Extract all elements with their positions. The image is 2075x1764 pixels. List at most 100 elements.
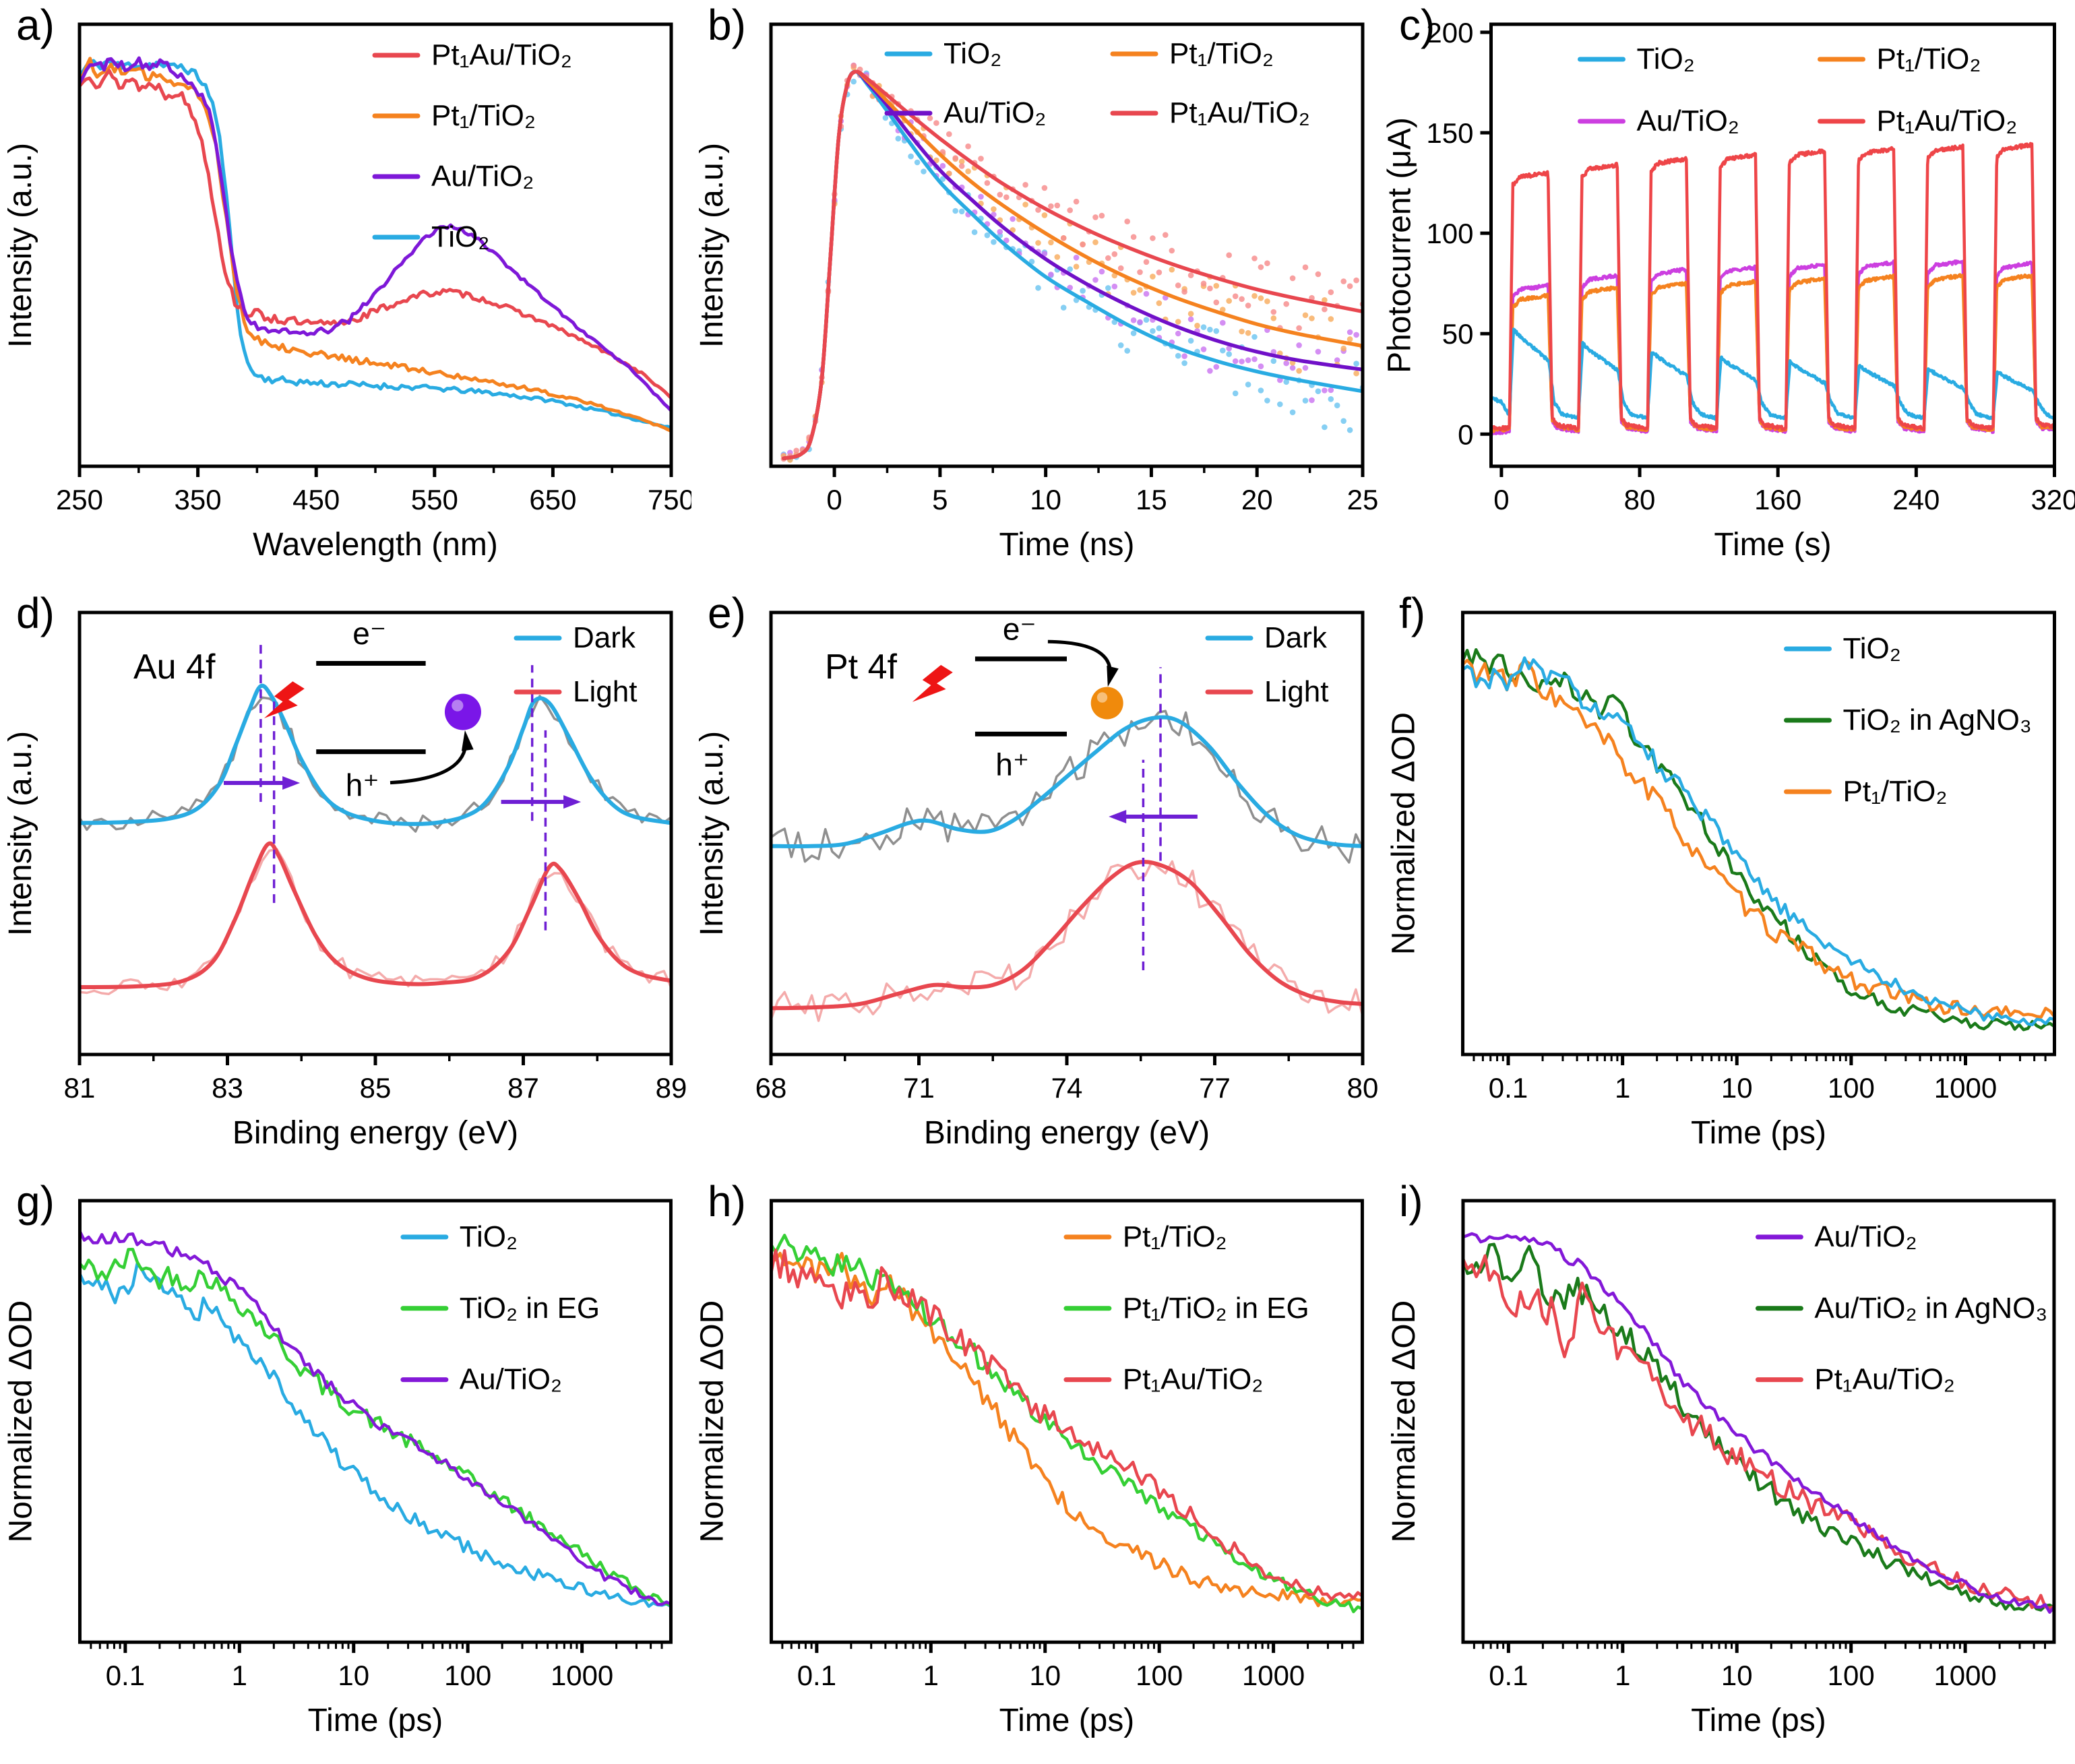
y-axis-label: Intensity (a.u.) — [3, 731, 38, 936]
legend-label: TiO₂ — [460, 1220, 518, 1253]
legend-label: Pt₁Au/TiO₂ — [431, 38, 572, 71]
x-axis-label: Binding energy (eV) — [233, 1115, 518, 1151]
legend-label: TiO₂ in EG — [460, 1292, 600, 1325]
series-line — [81, 841, 670, 989]
legend-label: Light — [573, 675, 637, 708]
legend-label: Pt₁Au/TiO₂ — [1169, 96, 1310, 129]
legend: Au/TiO₂ Au/TiO₂ in AgNO₃ Pt₁Au/TiO₂ — [1755, 1220, 2047, 1396]
x-axis-label: Time (s) — [1714, 527, 1831, 563]
series-line — [81, 69, 670, 400]
series-line — [782, 69, 1361, 461]
legend-label: TiO₂ in AgNO₃ — [1843, 703, 2032, 736]
chart-svg: 0.1 1 10 100 1000 Time (ps) Normalized ΔOD TiO₂… — [1386, 610, 2056, 1151]
panel-letter: i) — [1399, 1177, 1423, 1226]
x-tick-label: 250 — [56, 484, 103, 515]
shift-arrow-head — [563, 795, 582, 809]
panel-i: i) 0.1 1 10 100 1000 Time (ps) Normalized ΔOD Au… — [1383, 1176, 2075, 1764]
legend-label: Pt₁/TiO₂ — [1169, 37, 1274, 70]
plot-area — [1464, 648, 2053, 1032]
series-line — [1464, 1232, 2053, 1614]
plot-area — [1492, 141, 2053, 437]
x-tick-label: 20 — [1241, 484, 1273, 515]
series-line — [1464, 648, 2053, 1032]
series-line — [81, 59, 670, 430]
x-tick-label: 100 — [444, 1660, 491, 1691]
x-tick-label: 80 — [1624, 484, 1656, 515]
series-line — [81, 1247, 670, 1606]
hole-label: h⁺ — [346, 767, 379, 802]
legend: Dark Light — [514, 621, 637, 708]
band-diagram-inset: e⁻ h⁺ — [912, 612, 1123, 782]
legend: Pt₁/TiO₂ Pt₁/TiO₂ in EG Pt₁Au/TiO₂ — [1063, 1220, 1309, 1396]
x-tick-label: 0 — [1493, 484, 1509, 515]
y-axis-label: Photocurrent (μA) — [1383, 117, 1418, 373]
legend-label: Pt₁Au/TiO₂ — [1123, 1363, 1264, 1396]
series-line — [772, 1234, 1361, 1614]
series-line — [81, 683, 670, 826]
plot-area — [780, 62, 1361, 463]
series-line — [81, 1230, 670, 1606]
legend-label: TiO₂ — [943, 37, 1001, 70]
y-tick-label: 50 — [1442, 318, 1474, 350]
plot-area — [81, 1230, 670, 1608]
band-diagram-inset: e⁻ h⁺ — [264, 616, 481, 802]
x-tick-label: 0.1 — [1489, 1072, 1528, 1104]
x-tick-label: 68 — [755, 1072, 787, 1104]
lightning-icon — [264, 681, 305, 719]
shift-arrow-head — [1109, 810, 1127, 823]
series-line — [1464, 1242, 2053, 1612]
x-axis-label: Time (ps) — [1691, 1115, 1826, 1151]
panel-letter: f) — [1399, 589, 1426, 637]
series-line — [1464, 1254, 2053, 1610]
x-axis-label: Time (ps) — [999, 1703, 1135, 1738]
x-tick-label: 77 — [1199, 1072, 1231, 1104]
series-line — [1464, 656, 2053, 1026]
metal-particle-icon — [1090, 687, 1123, 720]
x-tick-label: 0.1 — [1489, 1660, 1528, 1691]
panel-e: e) 68 71 74 77 80 Binding energy (eV) Intensity… — [691, 588, 1383, 1176]
chart-svg: 81 83 85 87 89 Binding energy (eV) Intensity (… — [3, 610, 687, 1151]
series-line — [772, 1251, 1361, 1608]
y-tick-label: 200 — [1426, 17, 1473, 49]
shift-arrow-head — [282, 776, 301, 790]
legend-label: Pt₁Au/TiO₂ — [1877, 104, 2018, 137]
x-tick-label: 89 — [656, 1072, 687, 1104]
y-tick-label: 0 — [1458, 418, 1473, 450]
series-line — [81, 848, 670, 995]
plot-area — [81, 56, 670, 433]
series-line — [782, 69, 1361, 461]
plot-frame — [769, 1199, 1364, 1644]
legend-label: Au/TiO₂ in AgNO₃ — [1814, 1292, 2047, 1325]
hole-label: h⁺ — [995, 747, 1029, 782]
panel-a: a) 250 350 450 550 650 750 Wavelength (nm) Inten… — [0, 0, 691, 588]
x-tick-label: 650 — [529, 484, 576, 515]
legend: Pt₁Au/TiO₂ Pt₁/TiO₂ Au/TiO₂ TiO₂ — [372, 38, 572, 253]
legend-label: Pt₁/TiO₂ — [1843, 775, 1948, 808]
panel-letter: g) — [16, 1177, 55, 1226]
x-tick-label: 10 — [1030, 484, 1061, 515]
metal-particle-icon — [444, 693, 481, 730]
plot-area — [772, 1234, 1361, 1614]
x-tick-label: 10 — [338, 1660, 369, 1691]
x-tick-label: 100 — [1828, 1072, 1875, 1104]
x-tick-label: 5 — [932, 484, 948, 515]
chart-svg: 68 71 74 77 80 Binding energy (eV) Intensity (… — [694, 610, 1378, 1151]
plot-area — [772, 710, 1361, 1022]
x-axis-label: Time (ns) — [999, 527, 1135, 563]
x-tick-label: 10 — [1721, 1660, 1753, 1691]
panel-f: f) 0.1 1 10 100 1000 Time (ps) Normalized ΔOD Ti… — [1383, 588, 2075, 1176]
series-line — [81, 56, 670, 412]
x-tick-label: 15 — [1136, 484, 1167, 515]
series-line — [1492, 273, 2053, 433]
x-tick-label: 450 — [292, 484, 340, 515]
chart-svg: 0.1 1 10 100 1000 Time (ps) Normalized ΔOD Au/T… — [1386, 1199, 2056, 1738]
series-line — [1492, 327, 2053, 421]
y-axis-label: Intensity (a.u.) — [3, 143, 38, 348]
series-line — [81, 1262, 670, 1608]
panel-g: g) 0.1 1 10 100 1000 Time (ps) Normalized ΔOD Ti… — [0, 1176, 691, 1764]
charge-transfer-arrow-head — [1107, 665, 1119, 687]
x-tick-label: 83 — [212, 1072, 243, 1104]
x-tick-label: 10 — [1029, 1660, 1061, 1691]
panel-b: b) 0 5 10 15 20 25 Time (ns) Intensity (a.u.) TiO… — [691, 0, 1383, 588]
